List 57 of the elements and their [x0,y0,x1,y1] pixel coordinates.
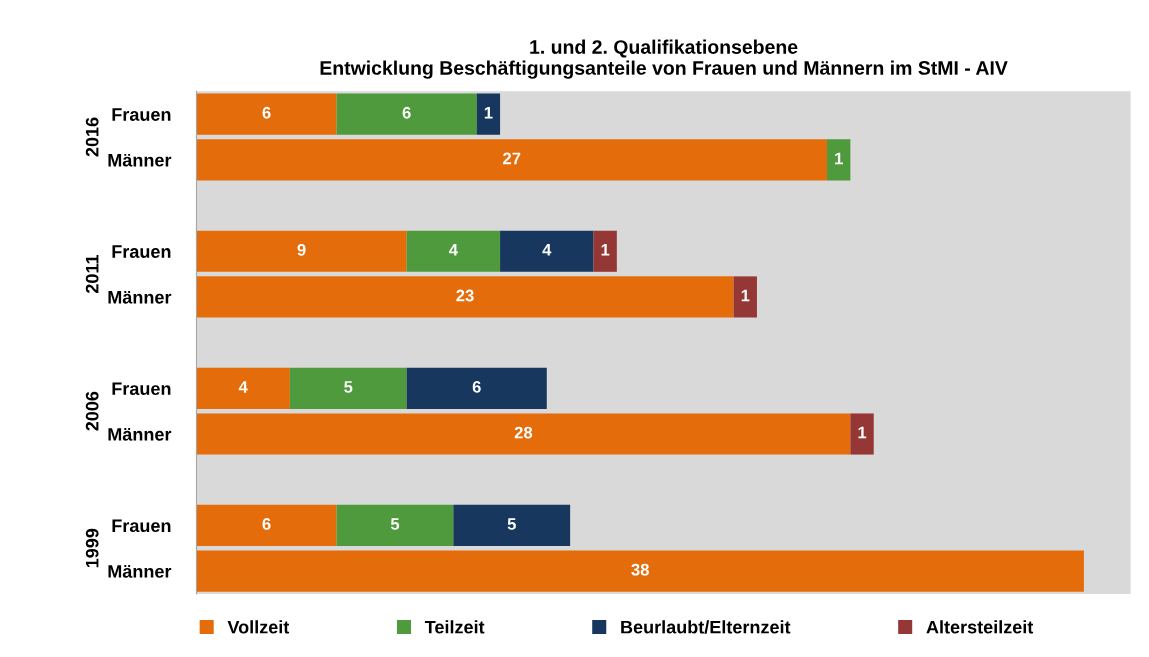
data-label: 4 [542,244,552,256]
bar [196,276,734,318]
legend-label: Beurlaubt/Elternzeit [621,620,791,634]
data-label: 4 [238,381,248,393]
legend-label: Altersteilzeit [926,620,1034,634]
bar [196,413,851,455]
bar [196,367,290,409]
bar [733,276,757,318]
bar [196,139,828,181]
bar [406,230,501,272]
y-tick-label: Frauen [112,382,171,396]
legend-label: Teilzeit [424,620,485,634]
data-label: 38 [631,563,649,576]
data-label: 27 [503,152,521,165]
bar [827,139,851,181]
y-tick-label: Männer [108,290,172,304]
bar [850,413,874,455]
text: 1999 [85,528,99,568]
bar [336,504,454,546]
data-label: 5 [507,518,516,530]
data-label: 1 [858,426,867,439]
data-label: 6 [262,106,271,119]
y-tick-label: Männer [108,153,172,167]
data-label: 9 [297,243,306,256]
bar [336,93,477,135]
y-tick-label: Frauen [112,245,171,258]
bar [196,504,337,546]
y-tick-label: Frauen [112,519,171,533]
data-label: 1 [741,289,750,302]
data-label: 28 [514,426,533,439]
y-tick-label: Frauen [112,108,171,121]
text: 2011 [85,255,99,294]
text: 2016 [85,117,99,157]
data-label: 6 [262,518,271,530]
data-label: 1 [835,152,843,165]
data-label: 4 [448,244,458,256]
data-label: 6 [402,106,411,119]
y-tick-label: Männer [108,565,172,578]
data-label: 23 [456,289,474,302]
y-tick-label: Männer [108,428,172,441]
data-label: 5 [344,381,353,393]
bar [406,367,547,409]
bar [196,230,407,272]
data-label: 1 [484,107,493,119]
bar [453,504,571,546]
bar [593,230,617,272]
bar [500,230,594,272]
legend-label: Vollzeit [227,620,290,634]
chart-title: 1. und 2. Qualifikationsebene Entwicklung Beschäftigungsanteile von Frauen und Männern im StMI - AIV [320,39,1008,79]
bar [196,93,337,135]
data-label: 5 [390,518,400,530]
bar [196,550,1084,592]
data-label: 6 [472,380,481,393]
data-label: 1 [601,244,610,256]
text: 2006 [85,391,99,431]
bar [289,367,407,409]
bar [476,93,501,135]
